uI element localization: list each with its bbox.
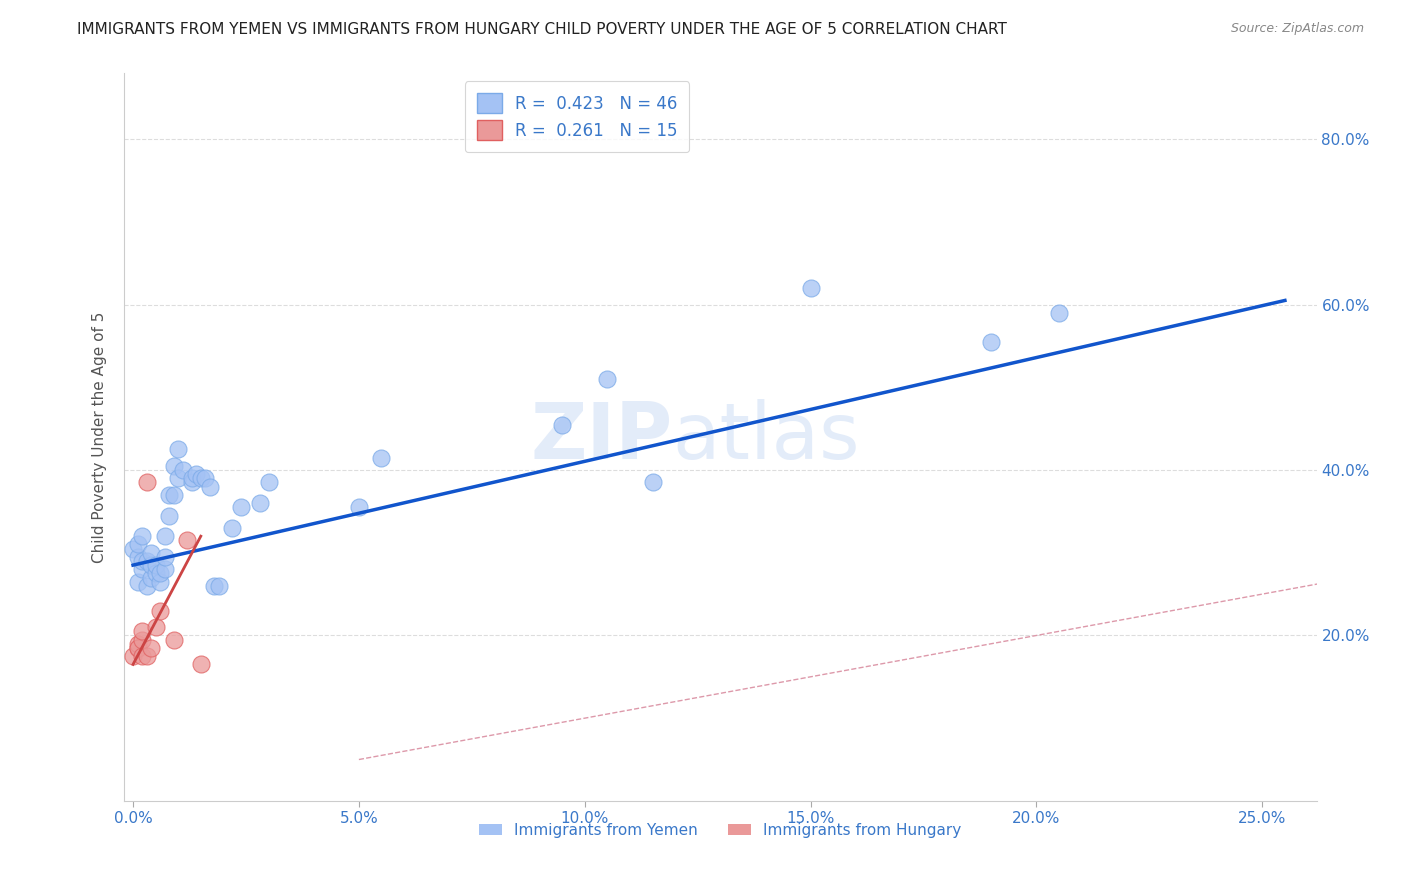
Point	[980, 334, 1002, 349]
Point	[172, 463, 194, 477]
Point	[127, 637, 149, 651]
Point	[127, 549, 149, 564]
Point	[139, 640, 162, 655]
Point	[186, 467, 208, 482]
Point	[257, 475, 280, 490]
Point	[139, 546, 162, 560]
Point	[249, 496, 271, 510]
Point	[180, 475, 202, 490]
Point	[596, 372, 619, 386]
Point	[149, 574, 172, 589]
Point	[163, 632, 186, 647]
Point	[153, 562, 176, 576]
Point	[641, 475, 664, 490]
Point	[135, 579, 157, 593]
Point	[180, 471, 202, 485]
Point	[127, 574, 149, 589]
Point	[131, 554, 153, 568]
Point	[127, 640, 149, 655]
Point	[122, 541, 145, 556]
Point	[149, 566, 172, 581]
Point	[190, 471, 212, 485]
Text: IMMIGRANTS FROM YEMEN VS IMMIGRANTS FROM HUNGARY CHILD POVERTY UNDER THE AGE OF : IMMIGRANTS FROM YEMEN VS IMMIGRANTS FROM…	[77, 22, 1007, 37]
Point	[145, 620, 167, 634]
Point	[145, 558, 167, 573]
Text: Source: ZipAtlas.com: Source: ZipAtlas.com	[1230, 22, 1364, 36]
Point	[167, 471, 190, 485]
Point	[145, 566, 167, 581]
Point	[153, 549, 176, 564]
Point	[370, 450, 392, 465]
Point	[139, 558, 162, 573]
Point	[127, 640, 149, 655]
Text: ZIP: ZIP	[530, 399, 672, 475]
Point	[1047, 306, 1070, 320]
Point	[131, 529, 153, 543]
Point	[139, 570, 162, 584]
Point	[190, 657, 212, 672]
Point	[135, 649, 157, 664]
Point	[131, 632, 153, 647]
Point	[208, 579, 231, 593]
Point	[163, 488, 186, 502]
Point	[176, 533, 198, 548]
Point	[167, 442, 190, 457]
Point	[127, 537, 149, 551]
Point	[131, 649, 153, 664]
Legend: Immigrants from Yemen, Immigrants from Hungary: Immigrants from Yemen, Immigrants from H…	[472, 817, 967, 844]
Point	[131, 624, 153, 639]
Point	[135, 475, 157, 490]
Point	[153, 529, 176, 543]
Point	[131, 562, 153, 576]
Point	[198, 479, 221, 493]
Y-axis label: Child Poverty Under the Age of 5: Child Poverty Under the Age of 5	[93, 311, 107, 563]
Point	[221, 521, 243, 535]
Point	[347, 500, 370, 515]
Text: atlas: atlas	[672, 399, 860, 475]
Point	[135, 554, 157, 568]
Point	[202, 579, 225, 593]
Point	[122, 649, 145, 664]
Point	[157, 508, 180, 523]
Point	[163, 458, 186, 473]
Point	[149, 604, 172, 618]
Point	[231, 500, 253, 515]
Point	[157, 488, 180, 502]
Point	[551, 417, 574, 432]
Point	[194, 471, 217, 485]
Point	[800, 281, 823, 295]
